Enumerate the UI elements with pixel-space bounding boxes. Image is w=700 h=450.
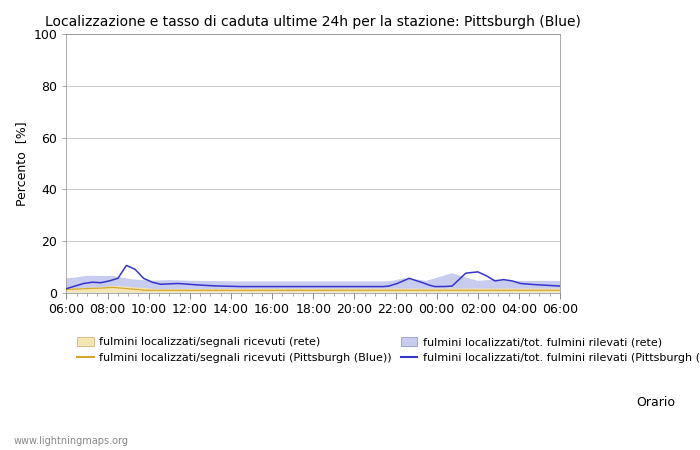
Title: Localizzazione e tasso di caduta ultime 24h per la stazione: Pittsburgh (Blue): Localizzazione e tasso di caduta ultime …	[46, 15, 581, 29]
Text: www.lightningmaps.org: www.lightningmaps.org	[14, 436, 129, 446]
Legend: fulmini localizzati/segnali ricevuti (rete), fulmini localizzati/segnali ricevut: fulmini localizzati/segnali ricevuti (re…	[77, 337, 700, 363]
Text: Orario: Orario	[636, 396, 676, 409]
Y-axis label: Percento  [%]: Percento [%]	[15, 121, 28, 206]
